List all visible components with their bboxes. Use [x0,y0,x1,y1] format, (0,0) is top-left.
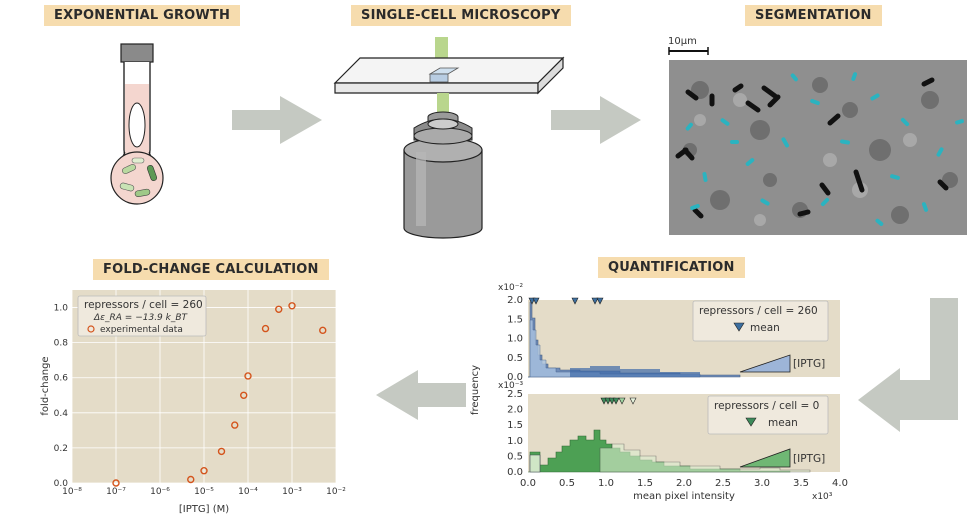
fold-change-xtick-label: 10⁻⁷ [106,487,126,497]
top-ytick-label: 0.0 [507,372,523,383]
segmentation-label: SEGMENTATION [745,5,882,26]
quantification-xtick-label: 1.5 [637,478,653,489]
fold-change-xtick-label: 10⁻⁴ [238,487,258,497]
top-ytick-label: 1.0 [507,334,523,345]
histogram-top-series [528,301,741,378]
legend-marker [87,325,95,333]
test-tube-illustration [110,43,164,205]
fold-change-ytick-label: 1.0 [54,304,69,314]
fold-change-xtick-label: 10⁻⁶ [150,487,170,497]
legend-experimental-data: experimental data [100,325,183,335]
arrow-segmentation-to-quantification [858,298,958,432]
arrow-quantification-to-fold-change [376,370,466,420]
bottom-legend-mean: mean [768,417,798,429]
quantification-x-exponent: x10³ [812,492,833,502]
quantification-xtick-label: 1.0 [598,478,614,489]
fold-change-ylabel: fold-change [40,356,51,415]
exponential-growth-label: EXPONENTIAL GROWTH [44,5,241,26]
fold-change-ytick-label: 0.2 [54,444,68,454]
fold-change-ytick-label: 0.0 [54,479,69,489]
top-ytick-label: 1.5 [507,314,523,325]
fold-change-xtick-label: 10⁻⁵ [194,487,214,497]
fold-change-xtick-label: 10⁻² [326,487,346,497]
histogram-top-legend: repressors / cell = 260 mean [IPTG] [692,300,829,373]
fold-change-ytick-label: 0.6 [54,374,69,384]
quantification-xtick-label: 2.0 [676,478,692,489]
fold-change-point [187,475,195,484]
fold-change-ytick-label: 0.8 [54,339,69,349]
legend-repressors: repressors / cell = 260 [84,299,203,311]
iptg-gradient-green [739,448,791,468]
quantification-xtick-label: 0.5 [559,478,575,489]
top-ytick-label: 2.0 [507,295,523,306]
fold-change-point [217,447,226,456]
fold-change-point [240,391,248,399]
bottom-legend-repressors: repressors / cell = 0 [714,400,819,412]
quantification-xtick-label: 3.0 [754,478,770,489]
fold-change-label: FOLD-CHANGE CALCULATION [93,259,329,280]
fold-change-point [231,421,239,429]
bottom-ytick-label: 1.5 [507,420,523,431]
histogram-top-means [528,297,604,305]
quantification-xtick-label: 0.0 [520,478,536,489]
scale-bar-label: 10μm [668,36,697,47]
quantification-plot: repressors / cell = 260 mean [IPTG] repr… [470,283,848,502]
fold-change-point [200,467,208,475]
quantification-label: QUANTIFICATION [598,257,745,278]
fold-change-xtick-label: 10⁻⁸ [62,487,82,497]
histogram-bottom-series [528,429,811,473]
quantification-xtick-label: 2.5 [715,478,731,489]
legend-binding-energy: Δε_RA = −13.9 k_BT [93,313,189,323]
quantification-ylabel: frequency [470,365,481,415]
fold-change-point [261,324,270,333]
bottom-legend-iptg: [IPTG] [793,453,825,465]
top-legend-iptg: [IPTG] [793,358,825,370]
quantification-xtick-label: 4.0 [832,478,848,489]
fold-change-point [288,302,296,310]
scale-bar: 10μm [668,36,709,55]
microscope-illustration [333,37,565,239]
fold-change-xtick-label: 10⁻³ [282,487,302,497]
fold-change-ytick-label: 0.4 [54,409,69,419]
arrow-growth-to-microscopy [232,96,322,144]
microscopy-label: SINGLE-CELL MICROSCOPY [351,5,571,26]
bottom-ytick-label: 1.0 [507,436,523,447]
fold-change-xlabel: [IPTG] (M) [179,504,229,515]
bottom-y-exponent: x10⁻³ [498,381,524,391]
fold-change-point [244,372,252,380]
top-legend-mean: mean [750,322,780,334]
top-legend-repressors: repressors / cell = 260 [699,305,818,317]
histogram-bottom-legend: repressors / cell = 0 mean [IPTG] [707,395,829,468]
fold-change-plot: 10⁻⁸ 10⁻⁷ 10⁻⁶ 10⁻⁵ 10⁻⁴ 10⁻³ 10⁻² 0.0 0.2 0.4 0.… [40,290,346,515]
top-ytick-label: 0.5 [507,353,523,364]
bottom-ytick-label: 0.5 [507,451,523,462]
top-y-exponent: x10⁻² [498,283,524,293]
bottom-ytick-label: 2.0 [507,405,523,416]
quantification-xlabel: mean pixel intensity [633,491,735,502]
fold-change-point [112,479,120,487]
fold-change-legend: repressors / cell = 260 Δε_RA = −13.9 k_… [77,295,207,337]
bottom-ytick-label: 0.0 [507,467,523,478]
fold-change-point [275,305,283,313]
fold-change-point [319,326,327,335]
segmentation-image [669,60,967,235]
histogram-bottom-means [600,397,637,405]
quantification-xtick-label: 3.5 [793,478,809,489]
arrow-microscopy-to-segmentation [551,96,641,144]
bottom-ytick-label: 2.5 [507,389,523,400]
iptg-gradient-blue [739,354,791,373]
